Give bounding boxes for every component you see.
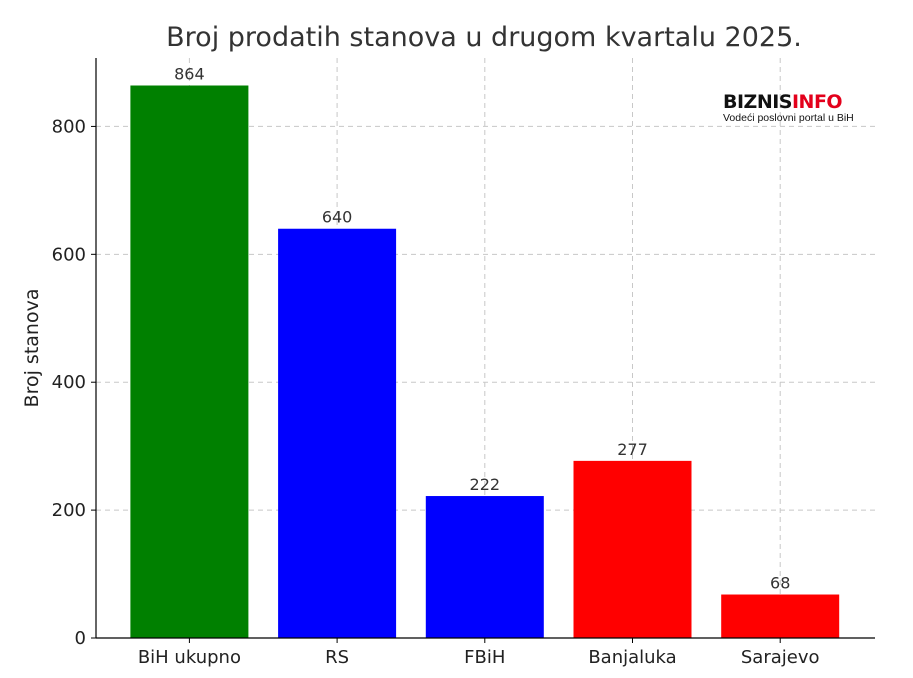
data-label: 222 [470,475,501,494]
data-label: 864 [174,64,205,83]
y-tick-label: 800 [52,116,86,137]
biznisinfo-logo: BIZNISINFO Vodeći poslovni portal u BiH [723,91,854,124]
y-tick-label: 200 [52,500,86,521]
x-tick-label: RS [325,647,349,668]
y-tick-label: 600 [52,244,86,265]
y-axis-ticks: 0 200 400 600 800 [52,116,96,649]
y-axis-label: Broj stanova [21,289,43,408]
svg-text:BIZNISINFO: BIZNISINFO [723,91,842,113]
logo-text-dark: BIZNIS [723,91,792,113]
bar-bih-ukupno [130,85,249,638]
chart-title: Broj prodatih stanova u drugom kvartalu … [166,22,802,53]
y-tick-label: 400 [52,372,86,393]
x-tick-label: FBiH [464,647,505,668]
x-tick-label: Banjaluka [588,647,676,668]
data-label: 640 [322,208,353,227]
x-axis-ticks: BiH ukupno RS FBiH Banjaluka Sarajevo [138,638,820,668]
bar-sarajevo [721,594,840,638]
logo-tagline: Vodeći poslovni portal u BiH [723,112,854,124]
data-label: 68 [770,574,790,593]
data-label: 277 [617,440,648,459]
bar-fbih [425,496,544,638]
bar-series [130,85,840,638]
bar-rs [278,228,397,638]
data-labels: 864 640 222 277 68 [174,64,790,592]
logo-text-accent: INFO [792,91,842,113]
x-tick-label: BiH ukupno [138,647,241,668]
bar-banjaluka [573,460,692,638]
y-tick-label: 0 [75,628,86,649]
x-tick-label: Sarajevo [741,647,820,668]
